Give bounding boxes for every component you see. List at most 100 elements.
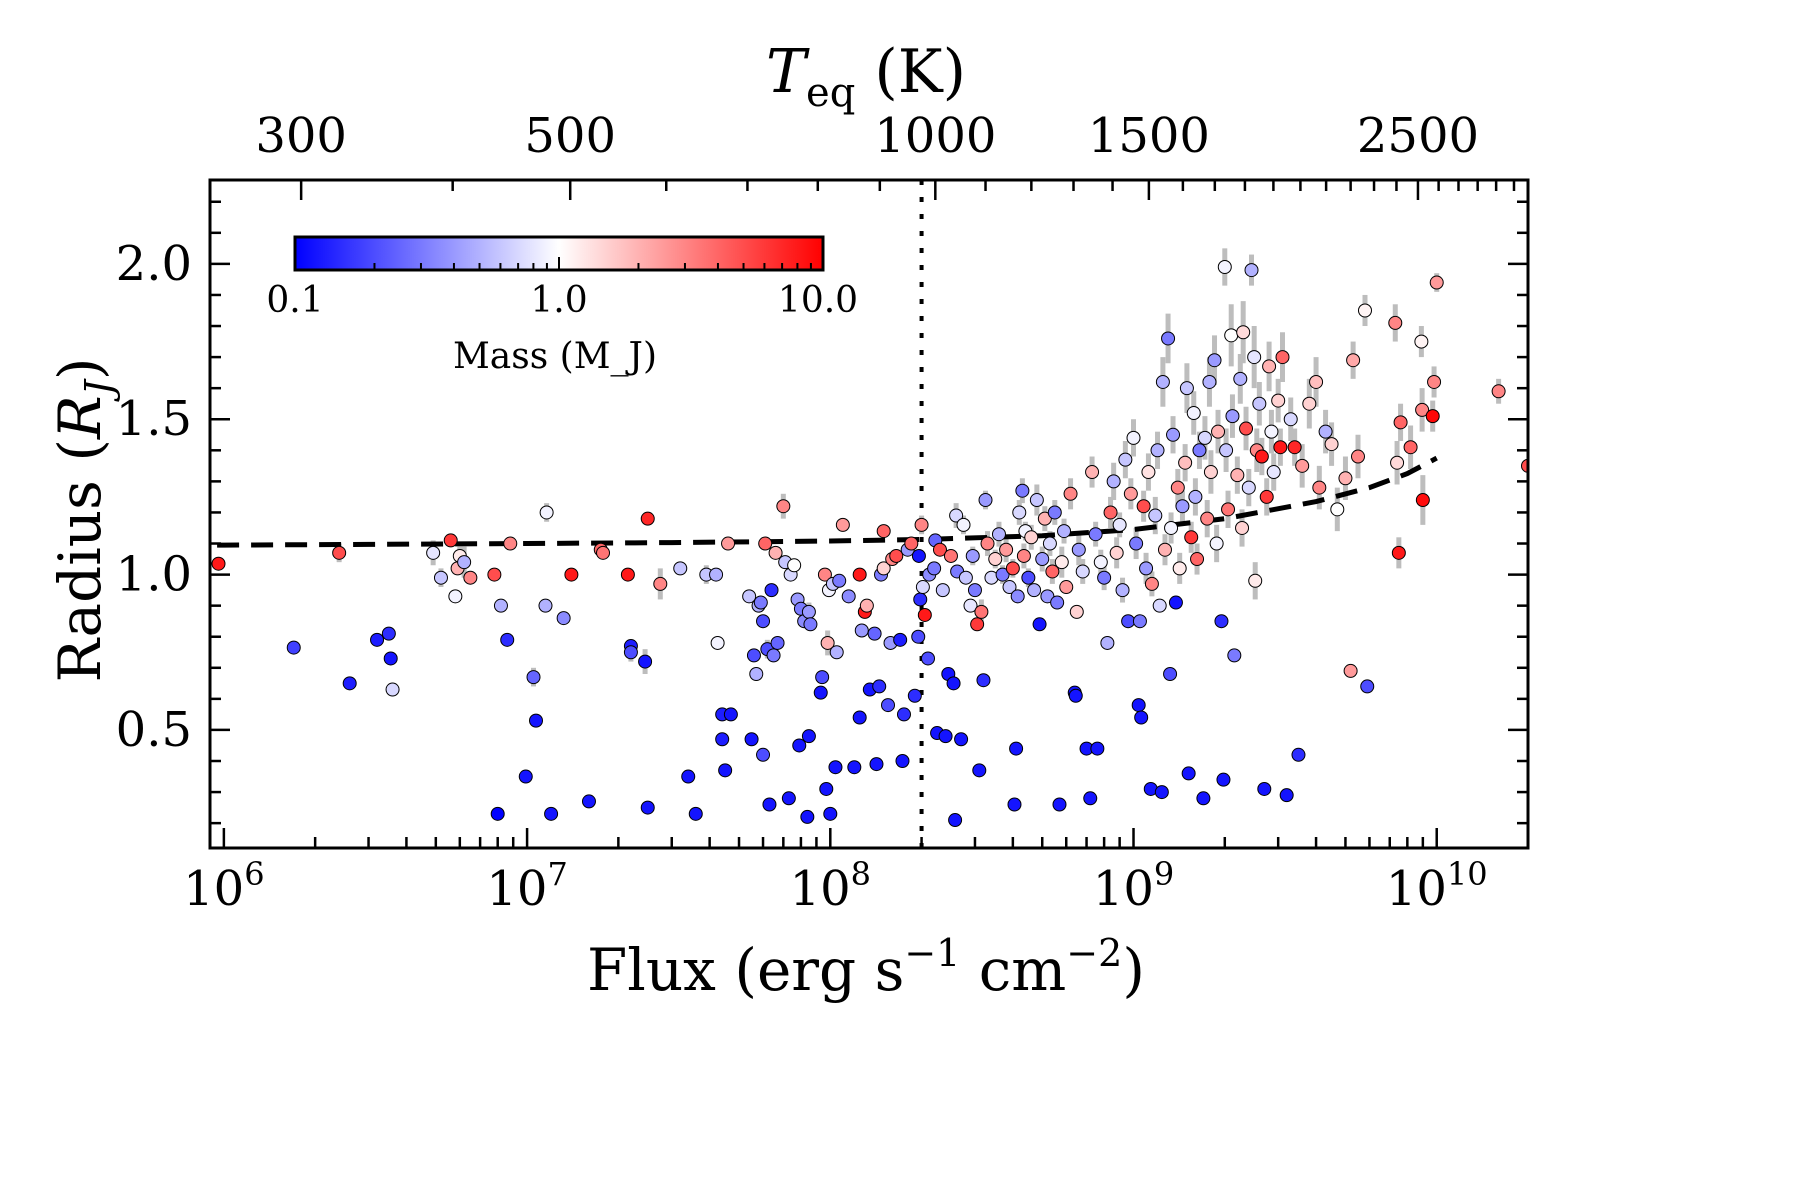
data-point bbox=[978, 493, 993, 508]
data-point bbox=[1040, 589, 1055, 604]
data-point bbox=[1197, 430, 1212, 445]
data-point bbox=[988, 552, 1003, 567]
guides bbox=[217, 181, 1438, 847]
data-point bbox=[872, 679, 887, 694]
data-point bbox=[1164, 520, 1179, 535]
data-point bbox=[813, 685, 828, 700]
data-point bbox=[768, 545, 783, 560]
data-point bbox=[1287, 440, 1302, 455]
data-point bbox=[1393, 415, 1408, 430]
data-point bbox=[1181, 766, 1196, 781]
data-point bbox=[500, 632, 515, 647]
data-point bbox=[1032, 617, 1047, 632]
data-point bbox=[1186, 406, 1201, 421]
data-point bbox=[911, 629, 926, 644]
data-point bbox=[503, 536, 518, 551]
data-point bbox=[1230, 468, 1245, 483]
data-point bbox=[803, 617, 818, 632]
data-point bbox=[1266, 465, 1281, 480]
data-point bbox=[332, 545, 347, 560]
data-point bbox=[433, 570, 448, 585]
data-point bbox=[493, 598, 508, 613]
data-point bbox=[1357, 303, 1372, 318]
data-point bbox=[1275, 350, 1290, 365]
data-point bbox=[974, 604, 989, 619]
data-point bbox=[1429, 275, 1444, 290]
data-point bbox=[443, 533, 458, 548]
data-point bbox=[766, 648, 781, 663]
data-point bbox=[927, 561, 942, 576]
data-point bbox=[1121, 614, 1136, 629]
data-point bbox=[1103, 505, 1118, 520]
data-point bbox=[385, 682, 400, 697]
colorbar: 0.1 1.0 10.0 Mass (M_J) bbox=[266, 235, 858, 377]
data-point bbox=[1002, 580, 1017, 595]
x-tick-label: 108 bbox=[790, 855, 871, 917]
data-point bbox=[1175, 499, 1190, 514]
data-point bbox=[896, 707, 911, 722]
data-point bbox=[1264, 424, 1279, 439]
data-point bbox=[1088, 527, 1103, 542]
data-point bbox=[1415, 493, 1430, 508]
data-point bbox=[914, 517, 929, 532]
data-point bbox=[1178, 455, 1193, 470]
data-point bbox=[921, 651, 935, 666]
y-tick-label: 1.5 bbox=[116, 391, 192, 447]
data-point bbox=[1343, 663, 1358, 678]
data-point bbox=[956, 517, 971, 532]
data-point bbox=[1172, 561, 1187, 576]
data-point bbox=[1244, 263, 1259, 278]
data-point bbox=[995, 567, 1010, 582]
data-point bbox=[904, 536, 919, 551]
data-point bbox=[815, 670, 830, 685]
data-point bbox=[528, 713, 543, 728]
data-point bbox=[1054, 555, 1069, 570]
axis-tick-labels: 106 107 108 109 1010 300 500 1000 1500 2500 0.5 1.0… bbox=[116, 108, 1488, 917]
data-point bbox=[1115, 583, 1130, 598]
data-point bbox=[723, 707, 738, 722]
model-curve bbox=[217, 455, 1438, 548]
data-point bbox=[801, 729, 816, 744]
data-point bbox=[1273, 440, 1288, 455]
data-point bbox=[819, 781, 834, 796]
data-point bbox=[1168, 595, 1183, 610]
data-point bbox=[1141, 465, 1156, 480]
data-point bbox=[1330, 502, 1345, 517]
colorbar-tick-label-1: 1.0 bbox=[530, 280, 587, 321]
data-point bbox=[1227, 648, 1242, 663]
data-point bbox=[1221, 502, 1236, 517]
data-point bbox=[1152, 598, 1167, 613]
data-point bbox=[1015, 483, 1030, 498]
data-point bbox=[948, 813, 963, 828]
data-point bbox=[1016, 548, 1031, 563]
data-point bbox=[749, 667, 764, 682]
data-point bbox=[457, 555, 472, 570]
data-point bbox=[539, 505, 554, 520]
data-point bbox=[847, 760, 862, 775]
data-point bbox=[958, 570, 973, 585]
data-point bbox=[1154, 785, 1169, 800]
data-point bbox=[1155, 374, 1170, 389]
data-point bbox=[383, 651, 398, 666]
top-tick-label: 300 bbox=[255, 108, 347, 164]
data-point bbox=[463, 570, 478, 585]
data-point bbox=[776, 499, 791, 514]
data-point bbox=[1059, 580, 1074, 595]
data-point bbox=[1123, 486, 1138, 501]
data-point bbox=[1271, 393, 1286, 408]
data-point bbox=[980, 536, 995, 551]
data-point bbox=[787, 558, 802, 573]
data-point bbox=[1291, 747, 1306, 762]
data-point bbox=[828, 760, 843, 775]
data-point bbox=[1012, 505, 1027, 520]
data-point bbox=[869, 757, 884, 772]
data-point bbox=[1283, 412, 1298, 427]
data-point bbox=[1090, 741, 1105, 756]
data-point bbox=[1390, 455, 1405, 470]
data-point bbox=[932, 542, 947, 557]
data-point bbox=[1150, 443, 1165, 458]
data-point bbox=[1157, 542, 1172, 557]
data-point bbox=[1071, 542, 1086, 557]
data-point bbox=[970, 617, 985, 632]
data-point bbox=[1360, 679, 1375, 694]
